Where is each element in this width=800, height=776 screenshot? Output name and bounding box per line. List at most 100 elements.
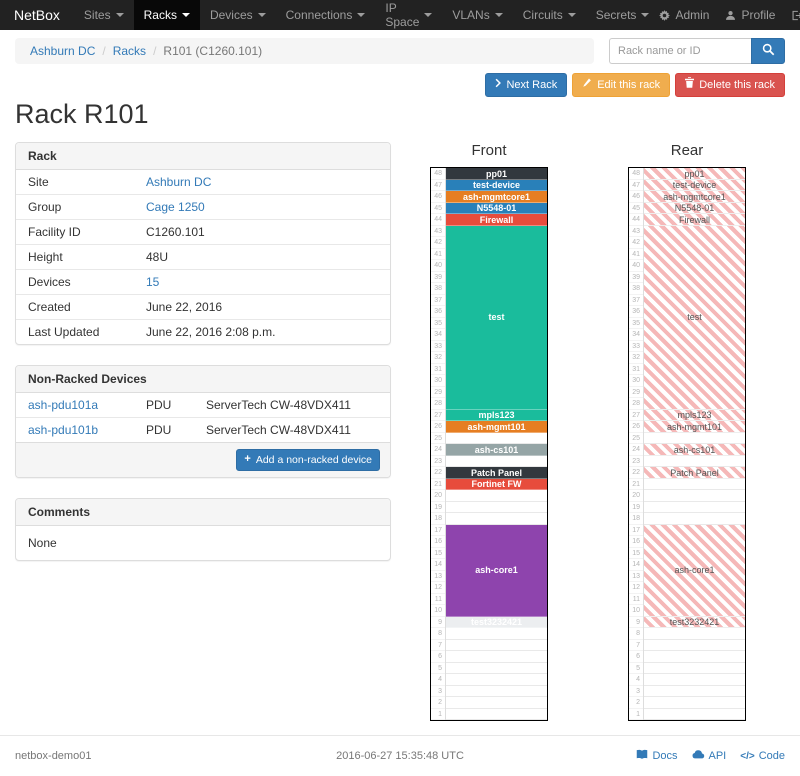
rack-device-test[interactable]: test — [446, 225, 547, 410]
nonracked-body: ash-pdu101a PDU ServerTech CW-48VDX411 ash-… — [16, 393, 390, 443]
next-rack-button[interactable]: Next Rack — [485, 73, 568, 98]
nav-item-vlans[interactable]: VLANs — [442, 0, 512, 30]
rack-device-ash-cs101[interactable]: ash-cs101 — [644, 444, 745, 456]
nav-item-ip-space[interactable]: IP Space — [375, 0, 442, 30]
device-role: PDU — [134, 417, 194, 443]
rack-device-n5548-01[interactable]: N5548-01 — [446, 202, 547, 215]
book-icon — [636, 749, 648, 763]
rack-device-ash-mgmtcore1[interactable]: ash-mgmtcore1 — [446, 191, 547, 203]
unit-number: 6 — [629, 651, 643, 663]
breadcrumb-item[interactable]: Racks — [112, 44, 147, 58]
add-nonracked-button[interactable]: + Add a non-racked device — [236, 449, 380, 471]
nav-item-secrets[interactable]: Secrets — [586, 0, 660, 30]
front-elevation-title: Front — [471, 142, 507, 160]
device-name-link[interactable]: ash-pdu101a — [28, 398, 99, 413]
attr-label: Site — [28, 175, 49, 190]
attr-label: Last Updated — [16, 319, 134, 345]
nav-profile-label: Profile — [741, 8, 776, 22]
unit-number: 3 — [431, 686, 445, 698]
rack-device-fortinet-fw[interactable]: Fortinet FW — [446, 478, 547, 491]
unit-number: 39 — [431, 272, 445, 284]
empty-slot — [446, 432, 547, 445]
unit-number: 37 — [431, 295, 445, 307]
front-unit-numbers: 48 47 46 45 44 43 42 41 40 39 38 37 36 35 34 33 32 31 30 29… — [431, 168, 445, 721]
unit-number: 36 — [431, 306, 445, 318]
unit-number: 34 — [431, 329, 445, 341]
nav-item-connections[interactable]: Connections — [276, 0, 376, 30]
caret-down-icon — [257, 13, 266, 17]
rack-device-firewall[interactable]: Firewall — [446, 214, 547, 226]
attr-label: Facility ID — [16, 219, 134, 245]
docs-link[interactable]: Docs — [636, 749, 678, 763]
empty-slot — [644, 513, 745, 525]
attr-value-link[interactable]: 15 — [146, 275, 160, 290]
rack-device-mpls123[interactable]: mpls123 — [644, 409, 745, 422]
rack-device-test3232421[interactable]: test3232421 — [644, 616, 745, 629]
trash-icon — [685, 77, 695, 93]
unit-number: 30 — [431, 375, 445, 387]
attr-value: C1260.101 — [134, 219, 390, 245]
attr-value: 48U — [134, 244, 390, 270]
nav-item-label: Devices — [209, 8, 253, 22]
unit-number: 34 — [629, 329, 643, 341]
rack-device-ash-core1[interactable]: ash-core1 — [644, 524, 745, 617]
rack-device-test-device[interactable]: test-device — [644, 179, 745, 192]
rack-device-ash-cs101[interactable]: ash-cs101 — [446, 444, 547, 456]
rack-device-test3232421[interactable]: test3232421 — [446, 616, 547, 629]
search-input[interactable] — [609, 38, 751, 64]
rack-device-test-device[interactable]: test-device — [446, 179, 547, 192]
breadcrumb-item: R101 (C1260.101) — [163, 44, 263, 58]
rack-attr-row: Site Ashburn DC — [16, 170, 390, 195]
delete-rack-button[interactable]: Delete this rack — [675, 73, 785, 98]
code-link[interactable]: </> Code — [740, 749, 785, 763]
rack-device-n5548-01[interactable]: N5548-01 — [644, 202, 745, 215]
delete-rack-label: Delete this rack — [699, 78, 775, 91]
search-button[interactable] — [751, 38, 785, 64]
rack-device-ash-core1[interactable]: ash-core1 — [446, 524, 547, 617]
unit-number: 6 — [431, 651, 445, 663]
rack-device-mpls123[interactable]: mpls123 — [446, 409, 547, 422]
rack-device-test[interactable]: test — [644, 225, 745, 410]
attr-label: Devices — [16, 269, 134, 295]
empty-slot — [446, 455, 547, 468]
nav-item-racks[interactable]: Racks — [133, 0, 200, 30]
rack-device-patch-panel[interactable]: Patch Panel — [446, 467, 547, 479]
device-name-link[interactable]: ash-pdu101b — [28, 423, 99, 438]
rack-device-pp01[interactable]: pp01 — [644, 168, 745, 180]
empty-slot — [644, 628, 745, 640]
rack-device-patch-panel[interactable]: Patch Panel — [644, 467, 745, 479]
breadcrumb-item[interactable]: Ashburn DC — [30, 44, 96, 58]
unit-number: 3 — [629, 686, 643, 698]
unit-number: 2 — [629, 697, 643, 709]
nav-profile[interactable]: Profile — [725, 8, 775, 22]
comments-panel-title: Comments — [16, 498, 390, 526]
nav-item-circuits[interactable]: Circuits — [513, 0, 586, 30]
unit-number: 48 — [629, 168, 643, 180]
rack-device-pp01[interactable]: pp01 — [446, 168, 547, 180]
device-role: PDU — [146, 398, 172, 413]
empty-slot — [644, 651, 745, 663]
app-brand[interactable]: NetBox — [14, 7, 60, 23]
code-link-label: Code — [758, 750, 785, 763]
nav-item-sites[interactable]: Sites — [74, 0, 134, 30]
unit-number: 15 — [431, 548, 445, 560]
edit-rack-button[interactable]: Edit this rack — [572, 73, 671, 98]
attr-value-link[interactable]: Ashburn DC — [146, 175, 212, 190]
plus-icon: + — [244, 453, 251, 466]
attr-value-link[interactable]: Cage 1250 — [146, 200, 205, 215]
rack-device-ash-mgmtcore1[interactable]: ash-mgmtcore1 — [644, 191, 745, 203]
rack-device-ash-mgmt101[interactable]: ash-mgmt101 — [446, 421, 547, 433]
rack-device-ash-mgmt101[interactable]: ash-mgmt101 — [644, 421, 745, 433]
nav-admin[interactable]: Admin — [659, 8, 709, 22]
unit-number: 8 — [431, 628, 445, 640]
caret-down-icon — [641, 13, 650, 17]
nav-logout[interactable]: Log out — [791, 1, 800, 29]
rack-device-firewall[interactable]: Firewall — [644, 214, 745, 226]
front-rack: 48 47 46 45 44 43 42 41 40 39 38 37 36 35 34 33 32 31 30 29… — [430, 167, 548, 722]
nav-item-devices[interactable]: Devices — [200, 0, 276, 30]
unit-number: 18 — [431, 513, 445, 525]
breadcrumb-row: Ashburn DC / Racks / R101 (C1260.101) — [15, 38, 785, 64]
unit-number: 29 — [629, 387, 643, 399]
breadcrumb-separator: / — [153, 44, 157, 58]
api-link[interactable]: API — [692, 749, 726, 763]
